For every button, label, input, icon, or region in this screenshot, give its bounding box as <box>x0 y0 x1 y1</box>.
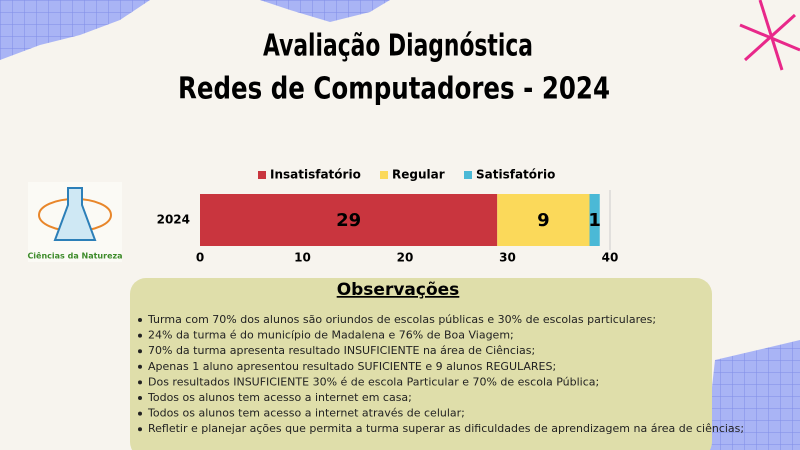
bar-segment <box>589 194 600 246</box>
observation-item: Todos os alunos tem acesso a internet at… <box>147 407 465 420</box>
x-tick-label: 0 <box>196 251 204 265</box>
decoration <box>260 0 390 22</box>
x-tick-label: 10 <box>294 251 311 265</box>
data-label: 1 <box>588 210 601 231</box>
subtitle: Redes de Computadores - 2024 <box>178 72 610 107</box>
title: Avaliação Diagnóstica <box>263 29 533 64</box>
logo-flask <box>53 187 97 241</box>
bullet <box>138 427 142 432</box>
legend-swatch <box>464 171 472 179</box>
legend-label: Satisfatório <box>476 168 555 182</box>
legend-label: Insatisfatório <box>270 168 361 182</box>
observation-item: Dos resultados INSUFICIENTE 30% é de esc… <box>148 375 599 388</box>
bullet <box>138 396 142 400</box>
y-tick-label: 2024 <box>157 213 190 227</box>
legend-swatch <box>380 171 388 179</box>
x-tick-label: 20 <box>397 251 414 265</box>
observation-item: Turma com 70% dos alunos são oriundos de… <box>147 313 656 326</box>
x-tick-label: 40 <box>602 251 619 265</box>
logo: Ciências da Natureza <box>27 182 123 262</box>
decoration <box>0 0 150 60</box>
data-label: 9 <box>537 210 550 231</box>
observation-item: Todos os alunos tem acesso a internet em… <box>147 391 412 404</box>
bullet <box>138 333 142 338</box>
observation-item: Apenas 1 aluno apresentou resultado SUFI… <box>148 360 556 373</box>
observations-title: Observações <box>337 280 460 300</box>
legend-label: Regular <box>392 168 445 182</box>
decoration <box>705 340 800 450</box>
bullet <box>138 411 142 416</box>
star-decoration <box>739 0 800 71</box>
bullet <box>138 364 142 369</box>
bullet <box>138 318 142 322</box>
data-label: 29 <box>336 210 361 231</box>
legend-swatch <box>258 171 266 179</box>
bar-segment <box>497 194 590 246</box>
observation-item: Refletir e planejar ações que permita a … <box>148 422 744 435</box>
bullet <box>138 349 142 354</box>
observation-item: 70% da turma apresenta resultado INSUFIC… <box>148 344 535 357</box>
bullet <box>138 380 142 385</box>
logo-label: Ciências da Natureza <box>27 251 122 261</box>
bar-segment <box>200 194 498 246</box>
observations-box <box>130 278 712 450</box>
x-tick-label: 30 <box>499 251 516 265</box>
observation-item: 24% da turma é do município de Madalena … <box>148 329 514 342</box>
